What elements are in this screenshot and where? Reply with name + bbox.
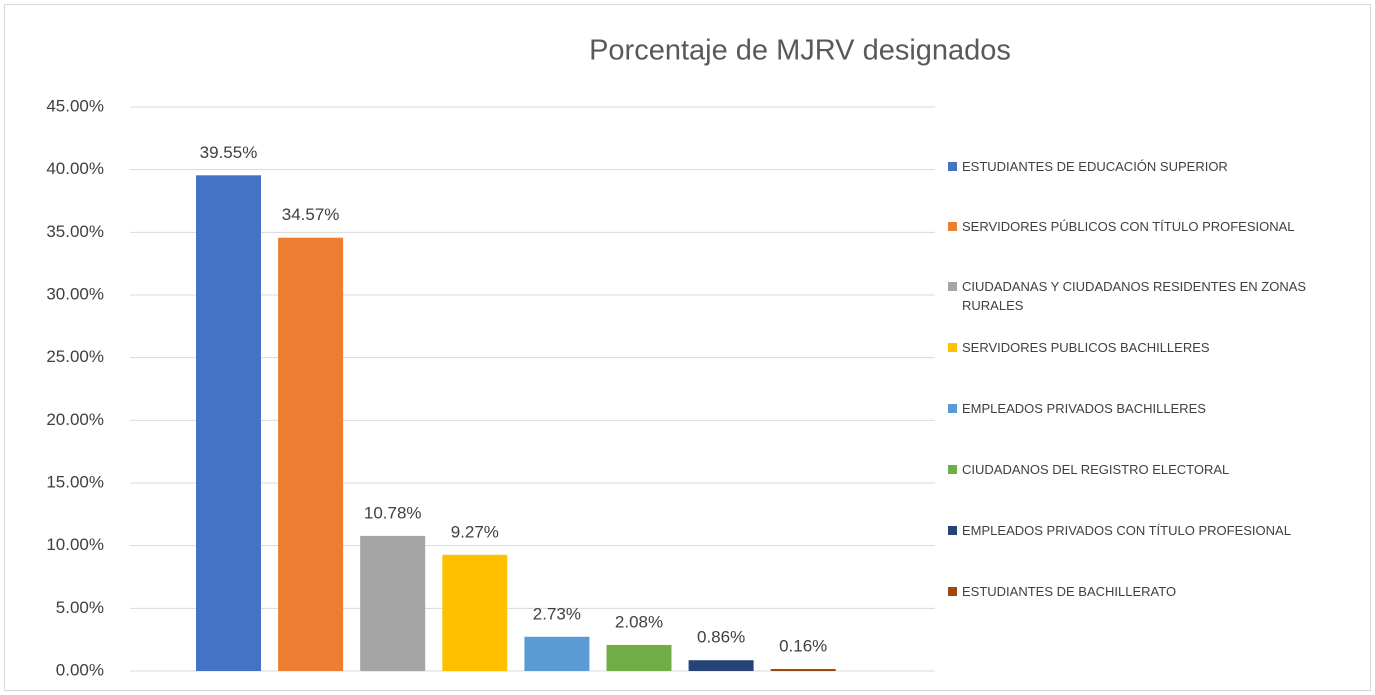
legend-label: ESTUDIANTES DE BACHILLERATO bbox=[962, 584, 1177, 599]
data-label: 2.73% bbox=[533, 604, 581, 623]
bar bbox=[360, 535, 426, 671]
bar bbox=[606, 644, 672, 671]
legend-swatch bbox=[948, 404, 957, 413]
y-tick-label: 0.00% bbox=[56, 660, 104, 679]
y-tick-label: 10.00% bbox=[46, 535, 104, 554]
data-label: 39.55% bbox=[200, 143, 258, 162]
legend-label: EMPLEADOS PRIVADOS CON TÍTULO PROFESIONA… bbox=[962, 523, 1291, 538]
legend-label: ESTUDIANTES DE EDUCACIÓN SUPERIOR bbox=[962, 159, 1228, 174]
data-label: 9.27% bbox=[451, 522, 499, 541]
chart-title: Porcentaje de MJRV designados bbox=[589, 35, 1011, 67]
legend-item: ESTUDIANTES DE BACHILLERATO bbox=[948, 582, 1348, 601]
legend-item: SERVIDORES PUBLICOS BACHILLERES bbox=[948, 338, 1348, 357]
chart-border bbox=[4, 4, 1371, 691]
bar bbox=[524, 636, 590, 671]
y-tick-label: 15.00% bbox=[46, 472, 104, 491]
legend-label: SERVIDORES PUBLICOS BACHILLERES bbox=[962, 340, 1210, 355]
legend-swatch bbox=[948, 587, 957, 596]
legend-swatch bbox=[948, 162, 957, 171]
data-label: 2.08% bbox=[615, 612, 663, 631]
y-tick-label: 20.00% bbox=[46, 410, 104, 429]
y-tick-label: 5.00% bbox=[56, 598, 104, 617]
legend-swatch bbox=[948, 465, 957, 474]
legend-swatch bbox=[948, 282, 957, 291]
bar bbox=[770, 668, 836, 671]
data-label: 0.86% bbox=[697, 628, 745, 647]
legend-item: CIUDADANAS Y CIUDADANOS RESIDENTES EN ZO… bbox=[948, 277, 1348, 315]
data-label: 0.16% bbox=[779, 636, 827, 655]
y-tick-label: 40.00% bbox=[46, 159, 104, 178]
legend-swatch bbox=[948, 222, 957, 231]
legend-label: CIUDADANAS Y CIUDADANOS RESIDENTES EN ZO… bbox=[962, 279, 1307, 313]
legend-swatch bbox=[948, 343, 957, 352]
bar bbox=[688, 660, 754, 671]
data-label: 10.78% bbox=[364, 503, 422, 522]
y-tick-label: 30.00% bbox=[46, 284, 104, 303]
legend-item: CIUDADANOS DEL REGISTRO ELECTORAL bbox=[948, 460, 1348, 479]
y-tick-label: 45.00% bbox=[46, 96, 104, 115]
bar bbox=[196, 175, 261, 671]
legend-swatch bbox=[948, 526, 957, 535]
bar bbox=[278, 237, 344, 672]
legend-item: EMPLEADOS PRIVADOS CON TÍTULO PROFESIONA… bbox=[948, 521, 1348, 540]
legend-item: ESTUDIANTES DE EDUCACIÓN SUPERIOR bbox=[948, 157, 1348, 176]
data-label: 34.57% bbox=[282, 205, 340, 224]
bar bbox=[442, 554, 508, 671]
y-tick-label: 25.00% bbox=[46, 347, 104, 366]
legend-item: SERVIDORES PÚBLICOS CON TÍTULO PROFESION… bbox=[948, 217, 1348, 236]
y-tick-label: 35.00% bbox=[46, 222, 104, 241]
legend-label: EMPLEADOS PRIVADOS BACHILLERES bbox=[962, 401, 1206, 416]
legend-label: CIUDADANOS DEL REGISTRO ELECTORAL bbox=[962, 462, 1230, 477]
legend-item: EMPLEADOS PRIVADOS BACHILLERES bbox=[948, 399, 1348, 418]
legend-label: SERVIDORES PÚBLICOS CON TÍTULO PROFESION… bbox=[962, 219, 1295, 234]
